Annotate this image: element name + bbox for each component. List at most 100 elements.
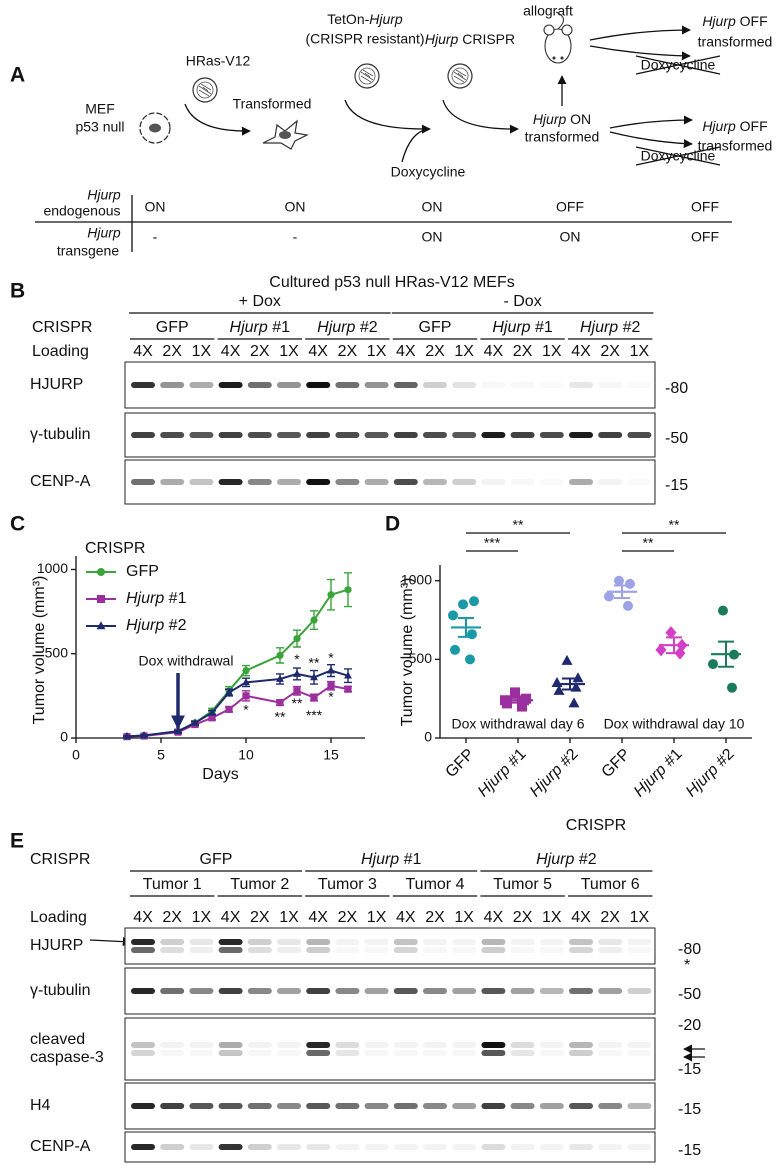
mw-marker: -80 (665, 380, 688, 397)
band (598, 432, 623, 438)
significance: ** (513, 517, 524, 533)
band (189, 479, 214, 485)
band (131, 1144, 155, 1150)
band (247, 382, 272, 388)
significance: ** (292, 695, 303, 711)
blot-label: HJURP (30, 937, 83, 954)
band (277, 1144, 301, 1150)
loading-label: 2X (250, 909, 270, 926)
blot-label: γ-tubulin (30, 426, 90, 443)
band (452, 1050, 476, 1056)
band (306, 988, 331, 994)
band (218, 988, 243, 994)
band (393, 1103, 418, 1109)
marker (510, 687, 520, 698)
text: TetOn- (327, 11, 369, 27)
significance: *** (306, 707, 323, 723)
cross (635, 146, 721, 166)
table-cell: ON (422, 199, 443, 215)
row-label: CRISPR (30, 851, 90, 868)
group-label: GFP (156, 319, 189, 336)
marker (502, 698, 512, 709)
band (277, 1050, 301, 1056)
marker (327, 666, 335, 674)
band (335, 988, 360, 994)
band (393, 382, 418, 388)
row-label: endogenous (43, 203, 120, 219)
band (452, 1144, 477, 1150)
loading-label: 1X (192, 909, 212, 926)
loading-label: 4X (221, 343, 241, 360)
band (569, 947, 593, 953)
step-label: Doxycycline (391, 164, 466, 180)
loading-label: 1X (279, 343, 299, 360)
band (510, 432, 535, 438)
band (365, 1050, 389, 1056)
gene-name: Hjurp (533, 111, 567, 127)
marker (727, 682, 737, 693)
marker (458, 599, 468, 610)
band (510, 1103, 535, 1109)
band (569, 1103, 593, 1109)
table-cell: - (293, 229, 298, 245)
blot-label: caspase-3 (30, 1049, 104, 1066)
significance: * (328, 649, 334, 665)
x-tick-label: GFP (443, 746, 478, 781)
annotation: Dox withdrawal (139, 653, 234, 669)
band (189, 939, 214, 945)
x-tick-label: Hjurp #1 (631, 746, 686, 801)
marker (561, 654, 573, 665)
band (277, 479, 301, 485)
arrow (589, 25, 691, 41)
band (481, 1042, 506, 1048)
marker (327, 682, 335, 690)
band (365, 947, 389, 953)
sem-bar (458, 617, 474, 638)
band (627, 1103, 652, 1109)
legend-label: Hjurp #1 (126, 590, 187, 607)
band (423, 479, 447, 485)
band (598, 1050, 622, 1056)
band (189, 1050, 213, 1056)
band (539, 939, 564, 945)
x-tick-label: 15 (323, 747, 339, 763)
band (160, 1050, 184, 1056)
text-part: Hjurp (536, 851, 574, 868)
marker (344, 685, 352, 693)
marker (123, 731, 131, 740)
marker (465, 654, 475, 665)
text-part: Hjurp (126, 617, 164, 634)
y-tick-label: 1000 (37, 560, 68, 576)
legend-label: GFP (126, 563, 159, 580)
mef-cell (139, 112, 171, 144)
loading-label: 2X (513, 343, 533, 360)
group-label: Dox withdrawal day 6 (451, 716, 584, 732)
band (481, 1050, 506, 1056)
panel-a: MEF p53 null HRas-V12 Transformed TetOn-… (35, 3, 772, 259)
condition-label: + Dox (239, 293, 281, 310)
marker (276, 699, 284, 707)
table-cell: ON (285, 199, 306, 215)
band (364, 939, 389, 945)
marker (208, 708, 216, 716)
loading-label: 4X (133, 343, 153, 360)
loading-label: 1X (542, 343, 562, 360)
band (160, 988, 185, 994)
band (598, 1103, 623, 1109)
marker (327, 591, 335, 599)
band (364, 382, 389, 388)
x-axis-label: CRISPR (566, 817, 626, 834)
gene-name: Hjurp (369, 11, 403, 27)
text-part: Hjurp (492, 319, 530, 336)
axis (439, 565, 752, 739)
band (218, 432, 243, 438)
loading-label: 2X (600, 343, 620, 360)
band (569, 382, 593, 388)
blot-label: H4 (30, 1097, 51, 1114)
band (247, 947, 272, 953)
band (627, 432, 652, 438)
mouse-icon (543, 11, 573, 64)
tumor-label: Tumor 1 (143, 876, 202, 893)
arrow (344, 99, 431, 134)
condition-label: - Dox (503, 293, 541, 310)
